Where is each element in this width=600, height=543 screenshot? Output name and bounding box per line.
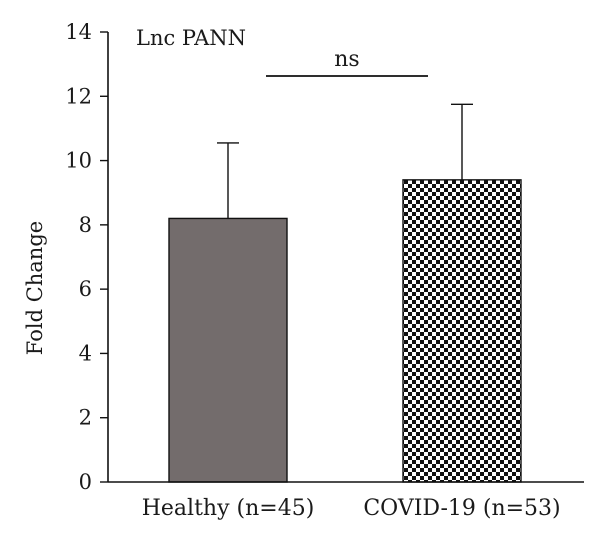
- significance-label: ns: [334, 47, 359, 72]
- y-tick-label: 12: [65, 84, 92, 108]
- y-tick-label: 8: [79, 213, 92, 237]
- significance-annotation: ns: [266, 47, 428, 77]
- bar: [402, 179, 522, 483]
- bars-group: [168, 103, 522, 483]
- bar: [168, 217, 288, 483]
- y-tick-label: 14: [65, 20, 92, 44]
- y-tick-label: 10: [65, 149, 92, 173]
- category-label: COVID-19 (n=53): [363, 496, 560, 521]
- y-tick-label: 6: [79, 277, 92, 301]
- y-tick-label: 0: [79, 470, 92, 494]
- chart-title: Lnc PANN: [136, 26, 246, 50]
- category-label: Healthy (n=45): [142, 496, 315, 521]
- y-tick-label: 2: [79, 406, 92, 430]
- y-tick-label: 4: [79, 341, 92, 365]
- y-axis-label: Fold Change: [23, 221, 47, 355]
- y-axis-ticks: 0 2 4 6 8 10 12 14: [65, 20, 108, 494]
- category-labels: Healthy (n=45) COVID-19 (n=53): [142, 496, 561, 521]
